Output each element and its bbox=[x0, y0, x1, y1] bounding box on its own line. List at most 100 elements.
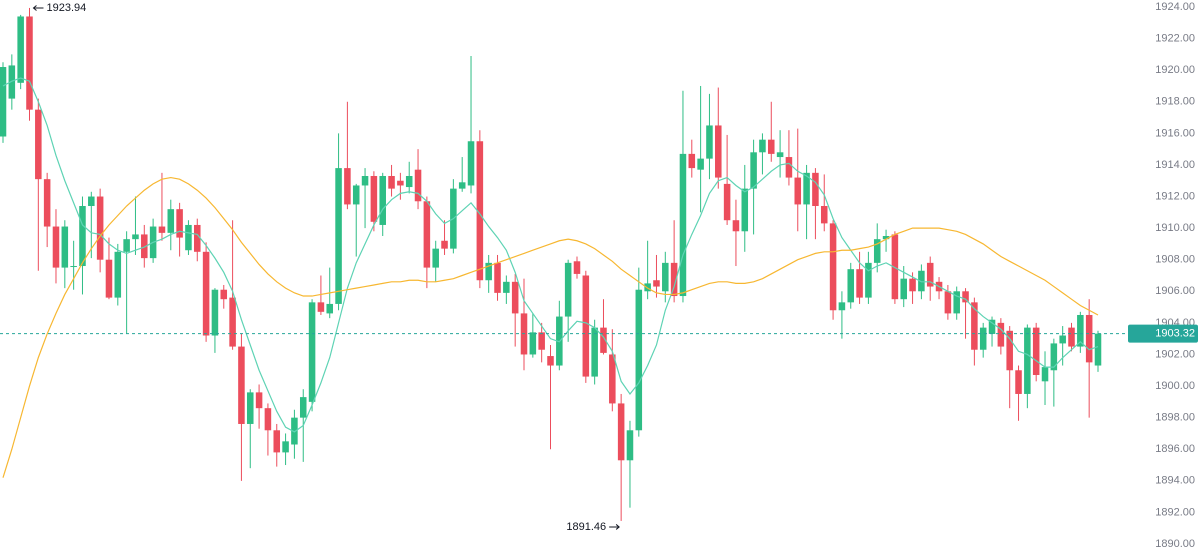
candle-body bbox=[547, 356, 554, 366]
candle bbox=[847, 262, 855, 309]
candle bbox=[1059, 326, 1066, 366]
candle bbox=[0, 62, 7, 143]
candle-body bbox=[891, 234, 899, 300]
candle-body bbox=[141, 234, 148, 259]
candle bbox=[441, 220, 448, 255]
candle-body bbox=[653, 280, 660, 287]
y-tick-label: 1906.00 bbox=[1155, 285, 1195, 297]
candle bbox=[812, 168, 819, 240]
candle-body bbox=[564, 262, 572, 317]
candle bbox=[194, 218, 201, 262]
y-tick-label: 1916.00 bbox=[1155, 127, 1195, 139]
candle-body bbox=[352, 185, 360, 205]
candle-body bbox=[123, 239, 130, 252]
candle bbox=[688, 139, 696, 178]
candle-body bbox=[732, 220, 740, 232]
candle-body bbox=[246, 392, 254, 424]
candle-body bbox=[361, 175, 369, 186]
candle-body bbox=[529, 332, 537, 355]
candle-body bbox=[573, 261, 581, 274]
candle-body bbox=[865, 262, 872, 298]
y-tick-label: 1920.00 bbox=[1155, 64, 1195, 76]
candle-body bbox=[882, 236, 890, 240]
candle-body bbox=[229, 297, 236, 347]
candle bbox=[926, 256, 934, 301]
candle-body bbox=[909, 278, 916, 292]
candle bbox=[776, 130, 784, 178]
candle bbox=[679, 90, 687, 303]
moving-average-line bbox=[2, 77, 1099, 433]
candle bbox=[238, 333, 245, 481]
candle bbox=[953, 286, 960, 320]
candle bbox=[732, 199, 740, 267]
candle bbox=[511, 273, 519, 347]
candle bbox=[432, 240, 439, 282]
y-tick-label: 1900.00 bbox=[1155, 380, 1195, 392]
candle-body bbox=[511, 281, 519, 314]
candle bbox=[838, 291, 846, 339]
candle bbox=[52, 209, 60, 284]
candle bbox=[564, 259, 572, 342]
candle-body bbox=[626, 430, 634, 461]
candle bbox=[158, 172, 166, 241]
candle-body bbox=[132, 234, 139, 240]
candle bbox=[591, 319, 598, 385]
candle bbox=[335, 133, 342, 311]
candle-body bbox=[238, 346, 245, 424]
candle bbox=[856, 251, 863, 304]
candle-body bbox=[17, 16, 24, 83]
candle-body bbox=[432, 248, 439, 268]
candle bbox=[644, 240, 651, 300]
candle-body bbox=[79, 206, 86, 267]
candle-body bbox=[785, 157, 793, 178]
candle-body bbox=[1041, 367, 1049, 382]
candle-body bbox=[167, 209, 175, 233]
candle-body bbox=[176, 209, 183, 238]
candle-body bbox=[88, 196, 95, 207]
candle-body bbox=[856, 269, 863, 298]
candle bbox=[706, 93, 713, 180]
candle bbox=[202, 242, 210, 342]
candle bbox=[1068, 322, 1075, 352]
candle bbox=[1032, 322, 1040, 382]
candle bbox=[167, 199, 175, 251]
candle-body bbox=[767, 139, 775, 154]
candle bbox=[617, 393, 625, 521]
candle bbox=[344, 101, 351, 210]
y-tick-label: 1894.00 bbox=[1155, 475, 1195, 487]
candle bbox=[1015, 365, 1022, 421]
candle bbox=[114, 243, 122, 306]
candle bbox=[582, 270, 590, 383]
candle bbox=[96, 188, 104, 273]
candle-body bbox=[405, 175, 413, 188]
candle bbox=[1077, 311, 1084, 353]
candle bbox=[1085, 299, 1093, 418]
candle-body bbox=[96, 196, 104, 260]
candle-body bbox=[317, 302, 325, 312]
candle bbox=[317, 275, 325, 315]
min-label: 1891.46 bbox=[566, 521, 606, 533]
candle bbox=[556, 300, 563, 371]
candle-body bbox=[715, 125, 722, 178]
candle-body bbox=[1094, 333, 1102, 366]
y-tick-label: 1914.00 bbox=[1155, 159, 1195, 171]
candle-body bbox=[273, 430, 281, 453]
candle bbox=[485, 254, 492, 293]
candle bbox=[291, 409, 298, 459]
candle bbox=[370, 171, 378, 232]
candle bbox=[273, 423, 281, 467]
candle-body bbox=[397, 180, 404, 186]
candle bbox=[873, 223, 881, 273]
candle bbox=[653, 254, 660, 298]
candle-body bbox=[979, 327, 987, 350]
y-tick-label: 1918.00 bbox=[1155, 96, 1195, 108]
candle-body bbox=[458, 182, 466, 189]
candle-body bbox=[812, 172, 819, 207]
candle-body bbox=[1059, 335, 1066, 344]
candle-body bbox=[609, 354, 616, 404]
candle bbox=[1041, 351, 1049, 406]
candle bbox=[794, 128, 802, 232]
candle-body bbox=[1068, 327, 1075, 347]
candle bbox=[458, 157, 466, 192]
candle-body bbox=[953, 291, 960, 314]
